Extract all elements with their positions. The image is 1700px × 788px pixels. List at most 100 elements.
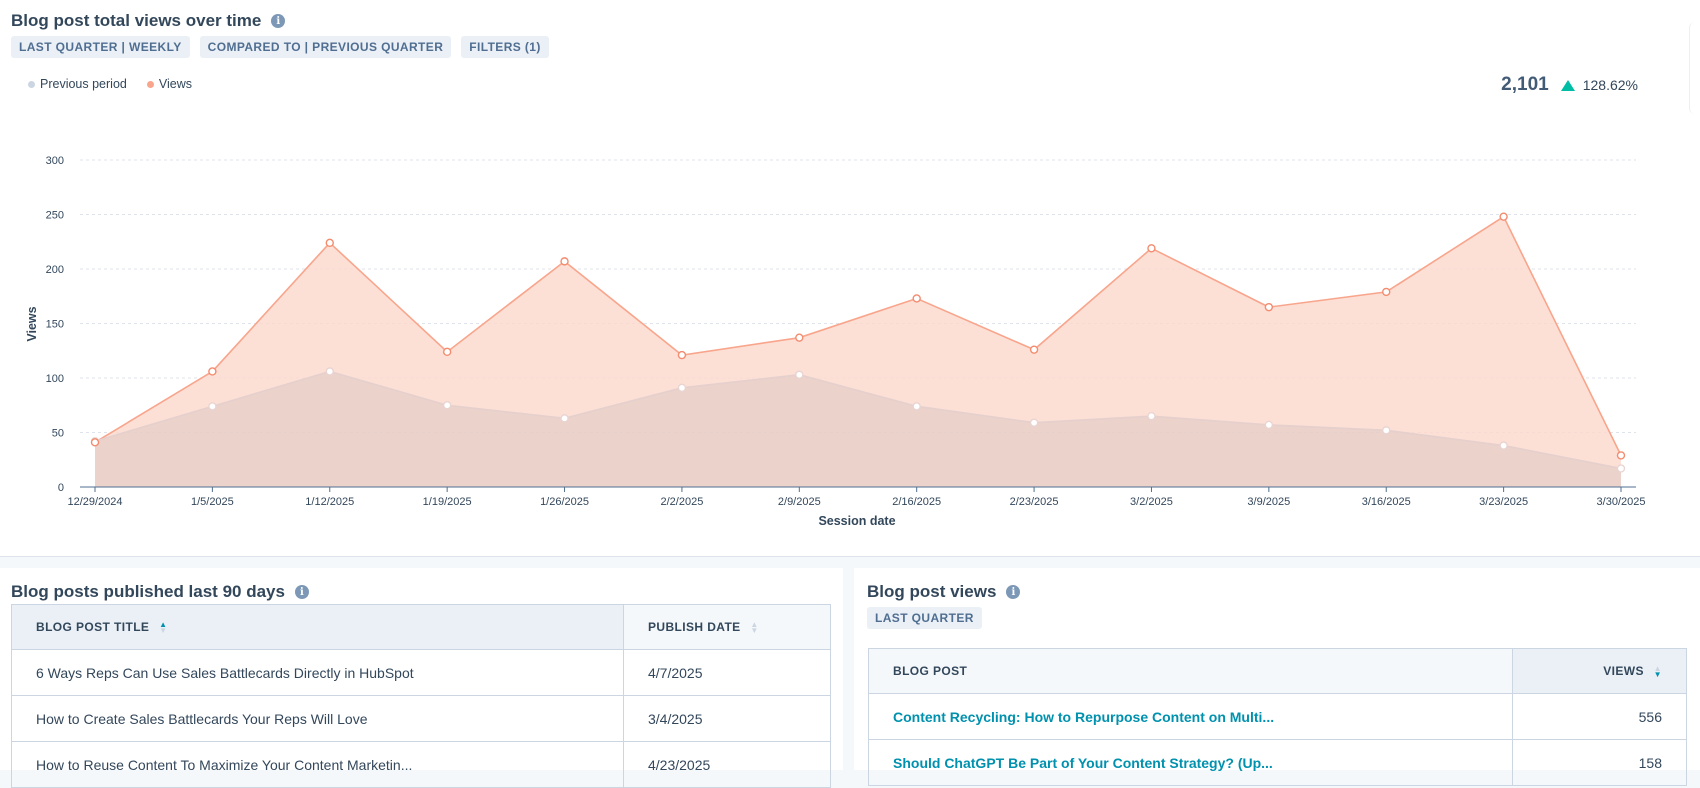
column-label: BLOG POST bbox=[893, 664, 968, 678]
table-header-row: BLOG POST VIEWS ▲ ▼ bbox=[868, 648, 1687, 694]
sort-icon[interactable]: ▲ ▼ bbox=[750, 619, 759, 635]
date-range-tag[interactable]: LAST QUARTER bbox=[867, 607, 982, 629]
previous-period-point bbox=[912, 402, 921, 411]
views-point bbox=[325, 238, 334, 248]
table-header-row: BLOG POST TITLE ▲ ▼ PUBLISH DATE ▲ ▼ bbox=[11, 604, 831, 650]
legend-item-views[interactable]: Views bbox=[146, 77, 192, 91]
filters-tag[interactable]: FILTERS (1) bbox=[461, 36, 549, 58]
trend-up-icon bbox=[1560, 79, 1575, 91]
views-line bbox=[94, 215, 1622, 456]
x-tick-label: 3/2/2025 bbox=[1130, 496, 1173, 508]
x-tick-label: 1/19/2025 bbox=[423, 496, 472, 508]
table-row[interactable]: How to Reuse Content To Maximize Your Co… bbox=[11, 741, 831, 788]
blog-post-link[interactable]: Should ChatGPT Be Part of Your Content S… bbox=[868, 739, 1513, 786]
change-percent: 128.62% bbox=[1582, 77, 1638, 93]
x-tick-label: 3/23/2025 bbox=[1479, 496, 1528, 508]
published-posts-card: Blog posts published last 90 days i BLOG… bbox=[0, 568, 843, 788]
previous-period-point bbox=[795, 370, 804, 379]
x-tick-label: 2/2/2025 bbox=[661, 496, 704, 508]
views-title-row: Blog post views i bbox=[867, 582, 1021, 602]
summary-metric: 2,101 128.62% bbox=[1501, 74, 1638, 96]
views-area-chart: 0 50 100 150 200 250 300 12/29/2024 1/5/2025 1/12… bbox=[25, 155, 1646, 528]
column-header-blog-post[interactable]: BLOG POST bbox=[868, 648, 1513, 694]
previous-period-area bbox=[95, 371, 1621, 487]
views-point bbox=[1499, 212, 1508, 221]
views-over-time-card: Blog post total views over time i LAST Q… bbox=[0, 11, 1700, 557]
x-tick-label: 3/9/2025 bbox=[1247, 496, 1290, 508]
sort-ascending-icon[interactable]: ▲ ▼ bbox=[159, 619, 168, 635]
y-tick-label: 250 bbox=[46, 210, 64, 222]
post-link[interactable]: Content Recycling: How to Repurpose Cont… bbox=[893, 708, 1275, 725]
side-panel-edge bbox=[1689, 22, 1700, 114]
table-row[interactable]: Should ChatGPT Be Part of Your Content S… bbox=[868, 739, 1687, 786]
table-row[interactable]: How to Create Sales Battlecards Your Rep… bbox=[11, 695, 831, 742]
chart-legend: Previous period Views bbox=[28, 77, 192, 91]
views-point bbox=[677, 350, 687, 360]
y-tick-label: 50 bbox=[52, 428, 64, 440]
legend-dot-icon bbox=[146, 80, 154, 88]
table-row[interactable]: Content Recycling: How to Repurpose Cont… bbox=[868, 693, 1687, 740]
legend-label: Views bbox=[158, 77, 192, 91]
total-views-value: 2,101 bbox=[1501, 74, 1549, 95]
blog-post-views-table: BLOG POST VIEWS ▲ ▼ Content Recycling: Ho… bbox=[868, 648, 1687, 786]
column-label: VIEWS bbox=[1603, 664, 1644, 678]
views-point bbox=[912, 294, 921, 303]
published-title-row: Blog posts published last 90 days i bbox=[11, 582, 309, 602]
previous-period-point bbox=[1264, 420, 1273, 430]
chart-title: Blog post total views over time bbox=[11, 11, 262, 30]
x-tick-label: 12/29/2024 bbox=[67, 496, 122, 508]
views-point bbox=[560, 257, 569, 266]
views-point bbox=[208, 367, 217, 376]
x-tick-label: 1/12/2025 bbox=[305, 496, 354, 508]
sort-descending-icon[interactable]: ▲ ▼ bbox=[1653, 663, 1662, 679]
comparison-tag[interactable]: COMPARED TO | PREVIOUS QUARTER bbox=[199, 36, 452, 58]
previous-period-point bbox=[1616, 464, 1626, 473]
info-icon[interactable]: i bbox=[271, 14, 286, 28]
legend-item-previous-period[interactable]: Previous period bbox=[28, 77, 127, 91]
chart-filter-tags: LAST QUARTER | WEEKLY COMPARED TO | PREV… bbox=[11, 36, 549, 58]
views-tags: LAST QUARTER bbox=[867, 607, 982, 629]
x-tick-label: 2/23/2025 bbox=[1010, 496, 1059, 508]
previous-period-point bbox=[1499, 441, 1508, 450]
column-label: BLOG POST TITLE bbox=[36, 620, 150, 634]
blog-post-link[interactable]: Content Recycling: How to Repurpose Cont… bbox=[868, 693, 1513, 740]
x-tick-label: 2/9/2025 bbox=[778, 496, 821, 508]
views-point bbox=[1029, 345, 1039, 354]
info-icon[interactable]: i bbox=[294, 585, 309, 599]
views-point bbox=[442, 347, 452, 357]
previous-period-point bbox=[1382, 426, 1391, 435]
date-range-tag[interactable]: LAST QUARTER | WEEKLY bbox=[11, 36, 190, 58]
column-header-blog-post-title[interactable]: BLOG POST TITLE ▲ ▼ bbox=[11, 604, 624, 650]
column-header-publish-date[interactable]: PUBLISH DATE ▲ ▼ bbox=[623, 604, 831, 650]
previous-period-point bbox=[560, 414, 569, 423]
y-tick-label: 150 bbox=[46, 319, 64, 331]
previous-period-point bbox=[208, 402, 217, 411]
y-tick-label: 300 bbox=[46, 155, 64, 167]
publish-date-cell: 4/7/2025 bbox=[623, 649, 831, 696]
views-point bbox=[795, 333, 804, 342]
views-point bbox=[1264, 302, 1274, 312]
info-icon[interactable]: i bbox=[1006, 585, 1021, 599]
post-link[interactable]: Should ChatGPT Be Part of Your Content S… bbox=[893, 754, 1273, 771]
views-point bbox=[1382, 287, 1391, 297]
x-axis-label: Session date bbox=[818, 514, 895, 528]
x-tick-label: 1/5/2025 bbox=[191, 496, 234, 508]
column-label: PUBLISH DATE bbox=[648, 620, 741, 634]
post-title-cell: How to Create Sales Battlecards Your Rep… bbox=[11, 695, 624, 742]
x-tick-label: 1/26/2025 bbox=[540, 496, 589, 508]
blog-post-views-card: Blog post views i LAST QUARTER BLOG POST… bbox=[854, 568, 1700, 786]
x-tick-label: 3/16/2025 bbox=[1362, 496, 1411, 508]
column-header-views[interactable]: VIEWS ▲ ▼ bbox=[1512, 648, 1687, 694]
post-title-cell: 6 Ways Reps Can Use Sales Battlecards Di… bbox=[11, 649, 624, 696]
chart-title-row: Blog post total views over time i bbox=[11, 11, 286, 31]
views-point bbox=[90, 438, 100, 447]
table-row[interactable]: 6 Ways Reps Can Use Sales Battlecards Di… bbox=[11, 649, 831, 696]
views-cell: 158 bbox=[1512, 739, 1687, 786]
y-axis-label: Views bbox=[25, 306, 39, 341]
previous-period-point bbox=[443, 401, 452, 410]
published-posts-table: BLOG POST TITLE ▲ ▼ PUBLISH DATE ▲ ▼ 6 Way… bbox=[11, 604, 831, 788]
previous-period-point bbox=[677, 383, 687, 392]
y-tick-label: 200 bbox=[46, 264, 64, 276]
x-tick-label: 3/30/2025 bbox=[1597, 496, 1646, 508]
previous-period-point bbox=[325, 367, 334, 376]
